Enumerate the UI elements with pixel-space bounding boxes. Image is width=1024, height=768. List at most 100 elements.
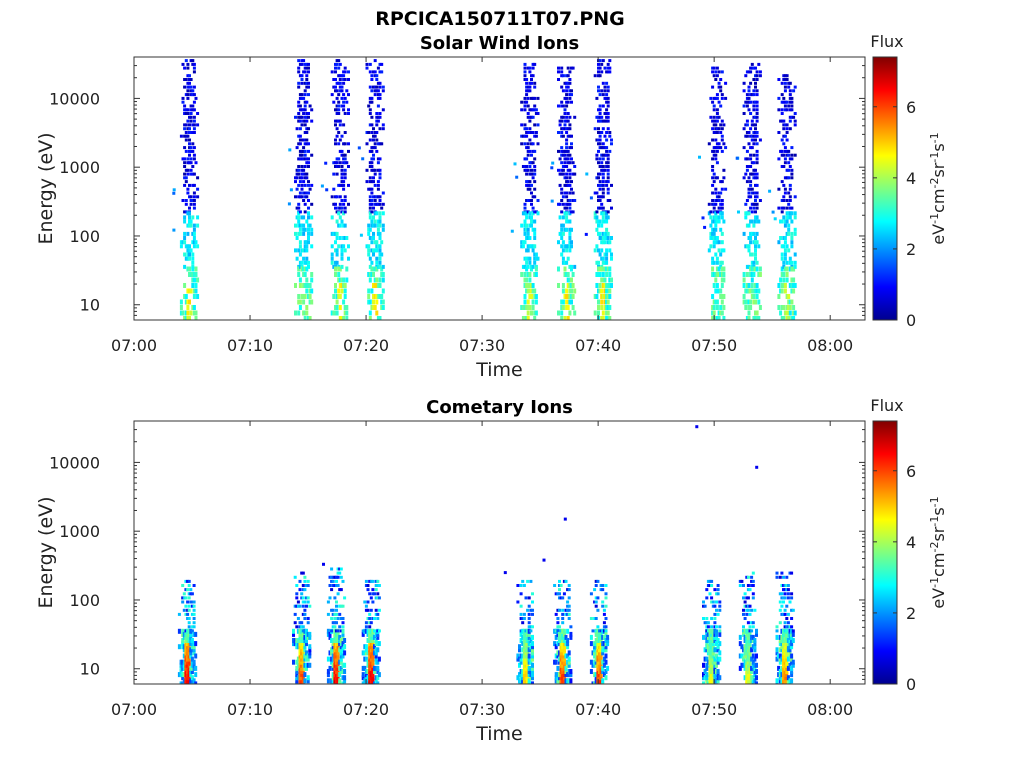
heatmap-cell: [719, 288, 723, 294]
heatmap-cell: [571, 294, 575, 299]
heatmap-cell: [369, 647, 373, 653]
heatmap-cell: [597, 142, 600, 146]
heatmap-cell: [192, 240, 196, 245]
heatmap-cell: [569, 669, 573, 674]
heatmap-cell: [342, 81, 346, 85]
panel2-title: Cometary Ions: [426, 397, 573, 418]
heatmap-cell: [186, 244, 190, 249]
heatmap-cell: [330, 260, 334, 265]
heatmap-cell: [593, 681, 597, 684]
heatmap-cell: [785, 650, 789, 656]
heatmap-cell: [190, 600, 194, 604]
heatmap-cell: [598, 283, 602, 288]
heatmap-cell: [747, 236, 751, 240]
heatmap-cell: [748, 653, 752, 659]
heatmap-cell: [750, 138, 754, 142]
heatmap-cell: [598, 672, 601, 678]
heatmap-cell: [604, 669, 608, 674]
heatmap-cell: [190, 592, 194, 596]
heatmap-cell: [562, 579, 566, 583]
heatmap-cell: [339, 638, 343, 643]
heatmap-cell: [748, 662, 752, 668]
heatmap-cell: [712, 146, 716, 150]
heatmap-cell: [307, 231, 310, 236]
heatmap-cell: [557, 70, 560, 74]
heatmap-cell: [598, 165, 602, 168]
heatmap-cell: [751, 634, 755, 640]
heatmap-cell: [600, 206, 604, 210]
heatmap-cell: [791, 631, 795, 637]
heatmap-cell: [557, 78, 560, 81]
heatmap-cell: [748, 625, 752, 629]
heatmap-cell: [188, 127, 191, 131]
heatmap-cell: [295, 584, 299, 587]
heatmap-cell: [298, 299, 302, 305]
heatmap-cell: [376, 195, 380, 199]
heatmap-cell: [300, 153, 304, 157]
heatmap-cell: [196, 195, 200, 199]
heatmap-cell: [779, 219, 783, 224]
heatmap-cell: [518, 662, 521, 668]
heatmap-cell: [559, 650, 563, 656]
heatmap-cell: [372, 299, 375, 305]
heatmap-cell: [608, 149, 612, 153]
heatmap-cell: [752, 134, 756, 138]
heatmap-cell: [710, 644, 714, 650]
heatmap-cell: [601, 219, 605, 224]
heatmap-cell: [593, 215, 597, 220]
heatmap-cell: [300, 266, 304, 272]
heatmap-cell: [559, 631, 563, 637]
heatmap-cell: [523, 227, 527, 232]
heatmap-cell: [706, 625, 710, 629]
heatmap-cell: [338, 604, 342, 608]
heatmap-cell: [298, 579, 302, 583]
heatmap-cell: [303, 157, 307, 161]
heatmap-cell: [326, 628, 330, 634]
heatmap-cell: [722, 272, 726, 277]
heatmap-cell: [300, 78, 304, 81]
heatmap-cell: [367, 288, 371, 294]
heatmap-cell: [711, 157, 715, 161]
heatmap-cell: [183, 215, 187, 220]
heatmap-cell: [785, 206, 789, 210]
heatmap-cell: [598, 138, 602, 142]
heatmap-cell: [598, 119, 602, 123]
heatmap-cell: [570, 227, 573, 232]
heatmap-cell: [780, 283, 784, 288]
heatmap-cell: [334, 202, 337, 206]
heatmap-cell: [783, 161, 787, 165]
heatmap-cell: [373, 70, 377, 74]
heatmap-cell: [533, 168, 537, 172]
heatmap-cell: [778, 641, 782, 647]
heatmap-cell: [749, 195, 753, 199]
heatmap-cell: [780, 93, 784, 97]
heatmap-cell: [600, 240, 604, 245]
heatmap-cell: [559, 659, 563, 665]
heatmap-cell: [172, 188, 176, 192]
heatmap-cell: [785, 638, 789, 643]
heatmap-cell: [715, 625, 718, 629]
heatmap-cell: [606, 210, 610, 214]
heatmap-cell: [752, 161, 756, 165]
heatmap-cell: [534, 131, 538, 134]
heatmap-cell: [560, 172, 564, 176]
heatmap-cell: [708, 662, 712, 668]
heatmap-cell: [179, 305, 183, 310]
heatmap-cell: [750, 608, 754, 612]
heatmap-cell: [192, 644, 196, 650]
heatmap-cell: [340, 149, 344, 153]
heatmap-cell: [328, 596, 332, 600]
heatmap-cell: [370, 168, 374, 172]
heatmap-cell: [604, 641, 608, 647]
heatmap-cell: [295, 659, 299, 665]
heatmap-cell: [516, 656, 520, 662]
heatmap-cell: [556, 625, 560, 629]
heatmap-cell: [720, 272, 724, 277]
heatmap-cell: [790, 244, 794, 249]
heatmap-cell: [298, 672, 302, 678]
heatmap-cell: [192, 608, 196, 612]
heatmap-cell: [603, 266, 607, 272]
heatmap-cell: [593, 248, 597, 253]
heatmap-cell: [330, 656, 334, 662]
heatmap-cell: [525, 305, 529, 310]
